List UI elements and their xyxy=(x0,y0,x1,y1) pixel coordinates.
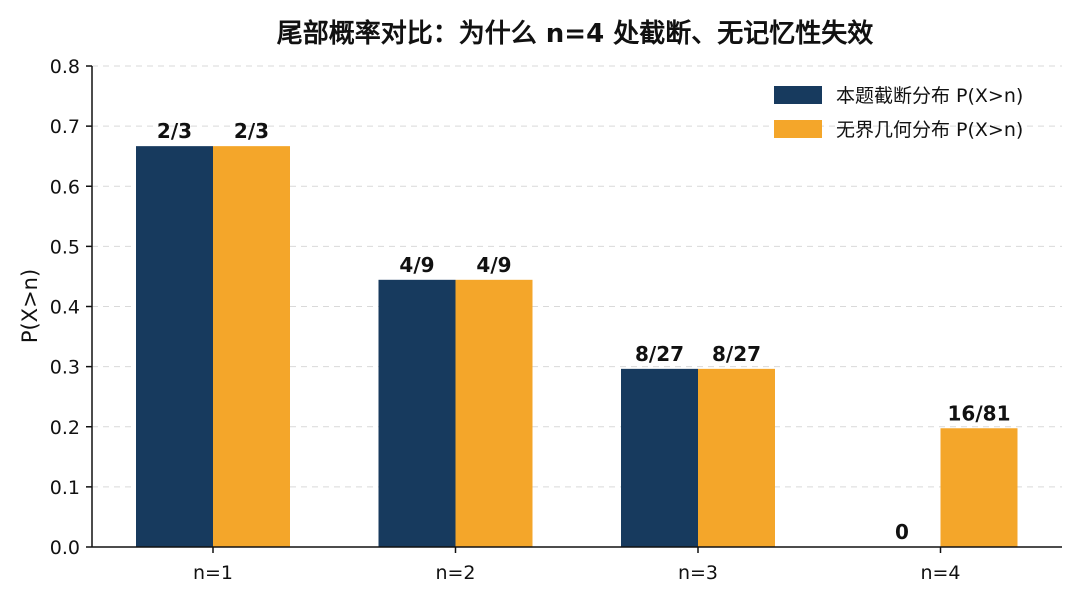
bar-series-1-2 xyxy=(621,368,698,547)
y-tick-label: 0.2 xyxy=(50,417,80,439)
x-tick-label: n=1 xyxy=(193,562,233,584)
y-tick-label: 0.4 xyxy=(50,297,80,319)
legend-label-1: 本题截断分布 P(X>n) xyxy=(836,85,1023,107)
bar-series-2-0 xyxy=(213,146,290,548)
data-label: 8/27 xyxy=(712,342,761,366)
data-label: 4/9 xyxy=(476,253,511,277)
y-tick-label: 0.3 xyxy=(50,357,80,379)
data-label: 2/3 xyxy=(234,119,269,143)
data-label: 4/9 xyxy=(399,253,434,277)
bar-series-2-3 xyxy=(940,428,1018,547)
y-tick-label: 0.1 xyxy=(50,477,80,499)
x-tick-label: n=3 xyxy=(678,562,718,584)
axes-layer: 0.0 0.1 0.2 0.3 0.4 0.5 0.6 0.7 0.8 n=1 n=2 n=3 n=4 xyxy=(50,56,1062,584)
data-label: 8/27 xyxy=(635,342,684,366)
legend-swatch-1 xyxy=(774,86,822,104)
grid-layer xyxy=(92,65,1062,488)
x-tick-label: n=4 xyxy=(920,562,960,584)
data-label: 2/3 xyxy=(157,119,192,143)
data-label: 0 xyxy=(895,520,909,544)
legend: 本题截断分布 P(X>n) 无界几何分布 P(X>n) xyxy=(774,85,1023,141)
bar-series-1-0 xyxy=(136,146,213,548)
y-tick-label: 0.8 xyxy=(50,56,80,78)
chart-title: 尾部概率对比：为什么 n=4 处截断、无记忆性失效 xyxy=(277,18,874,49)
bar-series-2-1 xyxy=(455,279,533,547)
bars-layer xyxy=(136,146,1018,548)
bar-series-1-1 xyxy=(378,279,456,547)
y-tick-label: 0.5 xyxy=(50,236,80,258)
bar-series-2-2 xyxy=(698,368,775,547)
x-tick-label: n=2 xyxy=(435,562,475,584)
y-axis-label: P(X>n) xyxy=(18,269,42,343)
y-tick-label: 0.7 xyxy=(50,116,80,138)
data-label: 16/81 xyxy=(948,401,1011,425)
y-tick-label: 0.0 xyxy=(50,537,80,559)
y-tick-label: 0.6 xyxy=(50,176,80,198)
data-labels-layer: 2/3 2/3 4/9 4/9 8/27 8/27 0 16/81 xyxy=(157,119,1011,544)
legend-label-2: 无界几何分布 P(X>n) xyxy=(836,119,1023,141)
legend-swatch-2 xyxy=(774,120,822,138)
